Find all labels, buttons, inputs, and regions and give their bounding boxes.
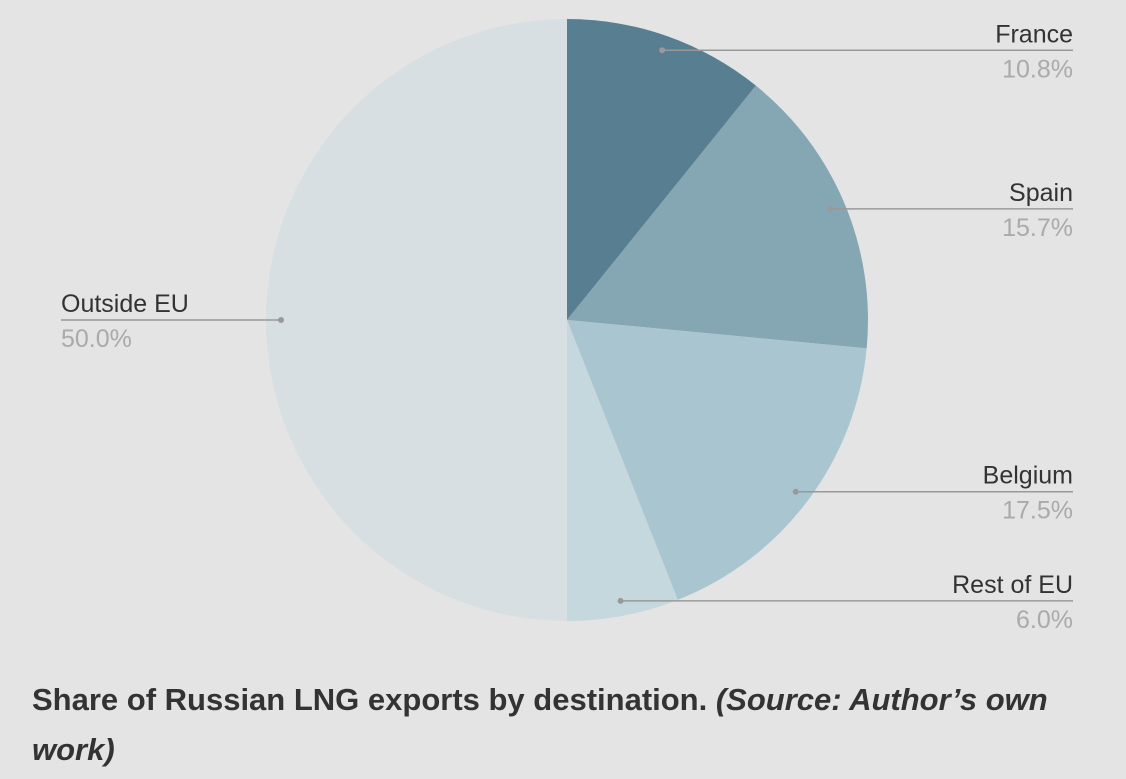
slice-value: 17.5% xyxy=(1002,497,1073,525)
slice-label: France xyxy=(995,20,1073,48)
slice xyxy=(266,19,567,621)
slice xyxy=(567,85,868,349)
slice xyxy=(567,320,867,600)
slice-label: Spain xyxy=(1009,179,1073,207)
slice-value: 50.0% xyxy=(61,325,132,353)
slice-value: 15.7% xyxy=(1002,214,1073,242)
slice xyxy=(567,320,678,621)
source: (Source: Author’s own work) xyxy=(32,682,1048,767)
leader-dot xyxy=(659,47,666,54)
slice-value: 10.8% xyxy=(1002,55,1073,83)
caption: Share of Russian LNG exports by destinat… xyxy=(32,675,1092,775)
leader-dot xyxy=(792,488,799,495)
leader-dot xyxy=(617,597,624,604)
caption-text: Share of Russian LNG exports by destinat… xyxy=(32,682,708,717)
leader-dot xyxy=(827,205,834,212)
slice-label: Rest of EU xyxy=(952,571,1073,599)
slice-label: Outside EU xyxy=(61,290,189,318)
slice xyxy=(567,19,756,320)
leader-dot xyxy=(278,317,284,323)
slice-label: Belgium xyxy=(983,462,1073,490)
chart: France 10.8% Spain 15.7% Belgium 17.5% Rest of… xyxy=(61,19,1073,634)
slice-value: 6.0% xyxy=(1016,606,1073,634)
